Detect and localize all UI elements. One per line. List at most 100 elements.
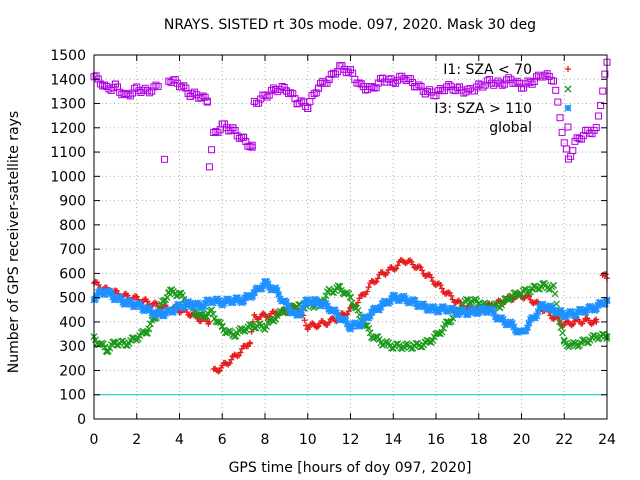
data-point <box>534 308 542 316</box>
data-point <box>91 295 100 303</box>
data-point <box>178 83 186 91</box>
data-point <box>408 79 416 87</box>
data-point <box>154 83 162 91</box>
data-point <box>126 298 135 306</box>
y-tick-label: 100 <box>59 388 86 404</box>
data-point <box>342 316 350 324</box>
x-tick-label: 20 <box>513 432 531 448</box>
data-point <box>552 86 560 94</box>
data-point <box>479 83 487 91</box>
data-point <box>218 120 226 128</box>
data-point <box>499 315 507 323</box>
data-point <box>368 83 376 91</box>
data-point <box>248 143 256 151</box>
data-point <box>365 284 372 291</box>
data-point <box>109 84 117 92</box>
data-point <box>438 328 446 336</box>
data-point <box>441 87 449 95</box>
y-tick-label: 300 <box>59 339 86 355</box>
series-3 <box>90 58 611 171</box>
legend: I1: SZA < 70 I3: SZA > 110 global <box>434 62 572 136</box>
data-point <box>560 139 568 147</box>
data-point <box>188 90 196 98</box>
data-point <box>400 75 408 83</box>
data-point <box>313 296 321 304</box>
data-point <box>421 303 429 311</box>
data-point <box>505 74 513 82</box>
data-point <box>558 309 567 317</box>
data-point <box>364 288 371 295</box>
data-point <box>488 79 496 87</box>
data-point <box>265 91 273 99</box>
y-tick-label: 900 <box>59 194 86 210</box>
data-point <box>541 71 549 79</box>
data-point <box>450 306 458 314</box>
data-point <box>163 294 171 301</box>
data-point <box>525 319 533 327</box>
data-point <box>526 78 534 86</box>
data-point <box>250 318 257 325</box>
data-point <box>273 286 281 294</box>
data-point <box>559 329 566 337</box>
data-point <box>530 78 538 86</box>
data-point <box>322 299 330 308</box>
data-point <box>259 282 267 290</box>
legend-label: I3: SZA > 110 <box>434 101 532 117</box>
data-point <box>323 302 331 310</box>
data-point <box>415 81 423 89</box>
data-point <box>508 319 516 328</box>
data-point <box>263 323 270 331</box>
data-point <box>602 271 609 278</box>
data-point <box>488 306 496 314</box>
data-point <box>227 126 235 134</box>
data-point <box>106 344 114 352</box>
data-point <box>411 297 419 305</box>
data-point <box>332 70 340 78</box>
data-point <box>203 97 211 105</box>
data-point <box>131 84 139 92</box>
data-point <box>218 323 226 331</box>
legend-marker <box>565 66 571 72</box>
data-point <box>220 300 228 308</box>
data-point <box>303 322 310 329</box>
data-point <box>334 313 342 321</box>
y-tick-label: 1100 <box>50 145 86 161</box>
data-point <box>429 336 437 344</box>
data-point <box>485 75 493 83</box>
data-point <box>278 82 286 90</box>
data-point <box>490 81 498 89</box>
data-point <box>285 90 293 98</box>
data-point <box>101 81 109 89</box>
data-point <box>553 300 561 308</box>
data-point <box>124 91 132 99</box>
data-point <box>569 147 577 155</box>
data-point <box>355 79 363 87</box>
data-point <box>226 360 233 367</box>
data-point <box>583 306 591 314</box>
data-point <box>314 84 322 92</box>
data-point <box>270 84 278 92</box>
data-point <box>359 316 367 324</box>
data-point <box>329 69 337 77</box>
data-point <box>231 127 239 135</box>
data-point <box>511 79 519 87</box>
x-tick-label: 4 <box>175 432 184 448</box>
data-point <box>331 306 339 314</box>
data-point <box>490 309 498 317</box>
data-point <box>402 77 410 85</box>
x-tick-label: 12 <box>342 432 360 448</box>
data-point <box>237 349 244 356</box>
data-point <box>258 285 266 293</box>
data-point <box>510 323 518 331</box>
data-point <box>523 324 532 332</box>
y-tick-label: 800 <box>59 218 86 234</box>
data-point <box>406 75 414 83</box>
data-point <box>594 112 602 120</box>
data-point <box>432 92 440 100</box>
data-point <box>601 300 609 308</box>
data-point <box>300 299 309 307</box>
data-point <box>468 87 476 95</box>
y-tick-label: 1500 <box>50 48 86 64</box>
data-point <box>197 310 205 318</box>
